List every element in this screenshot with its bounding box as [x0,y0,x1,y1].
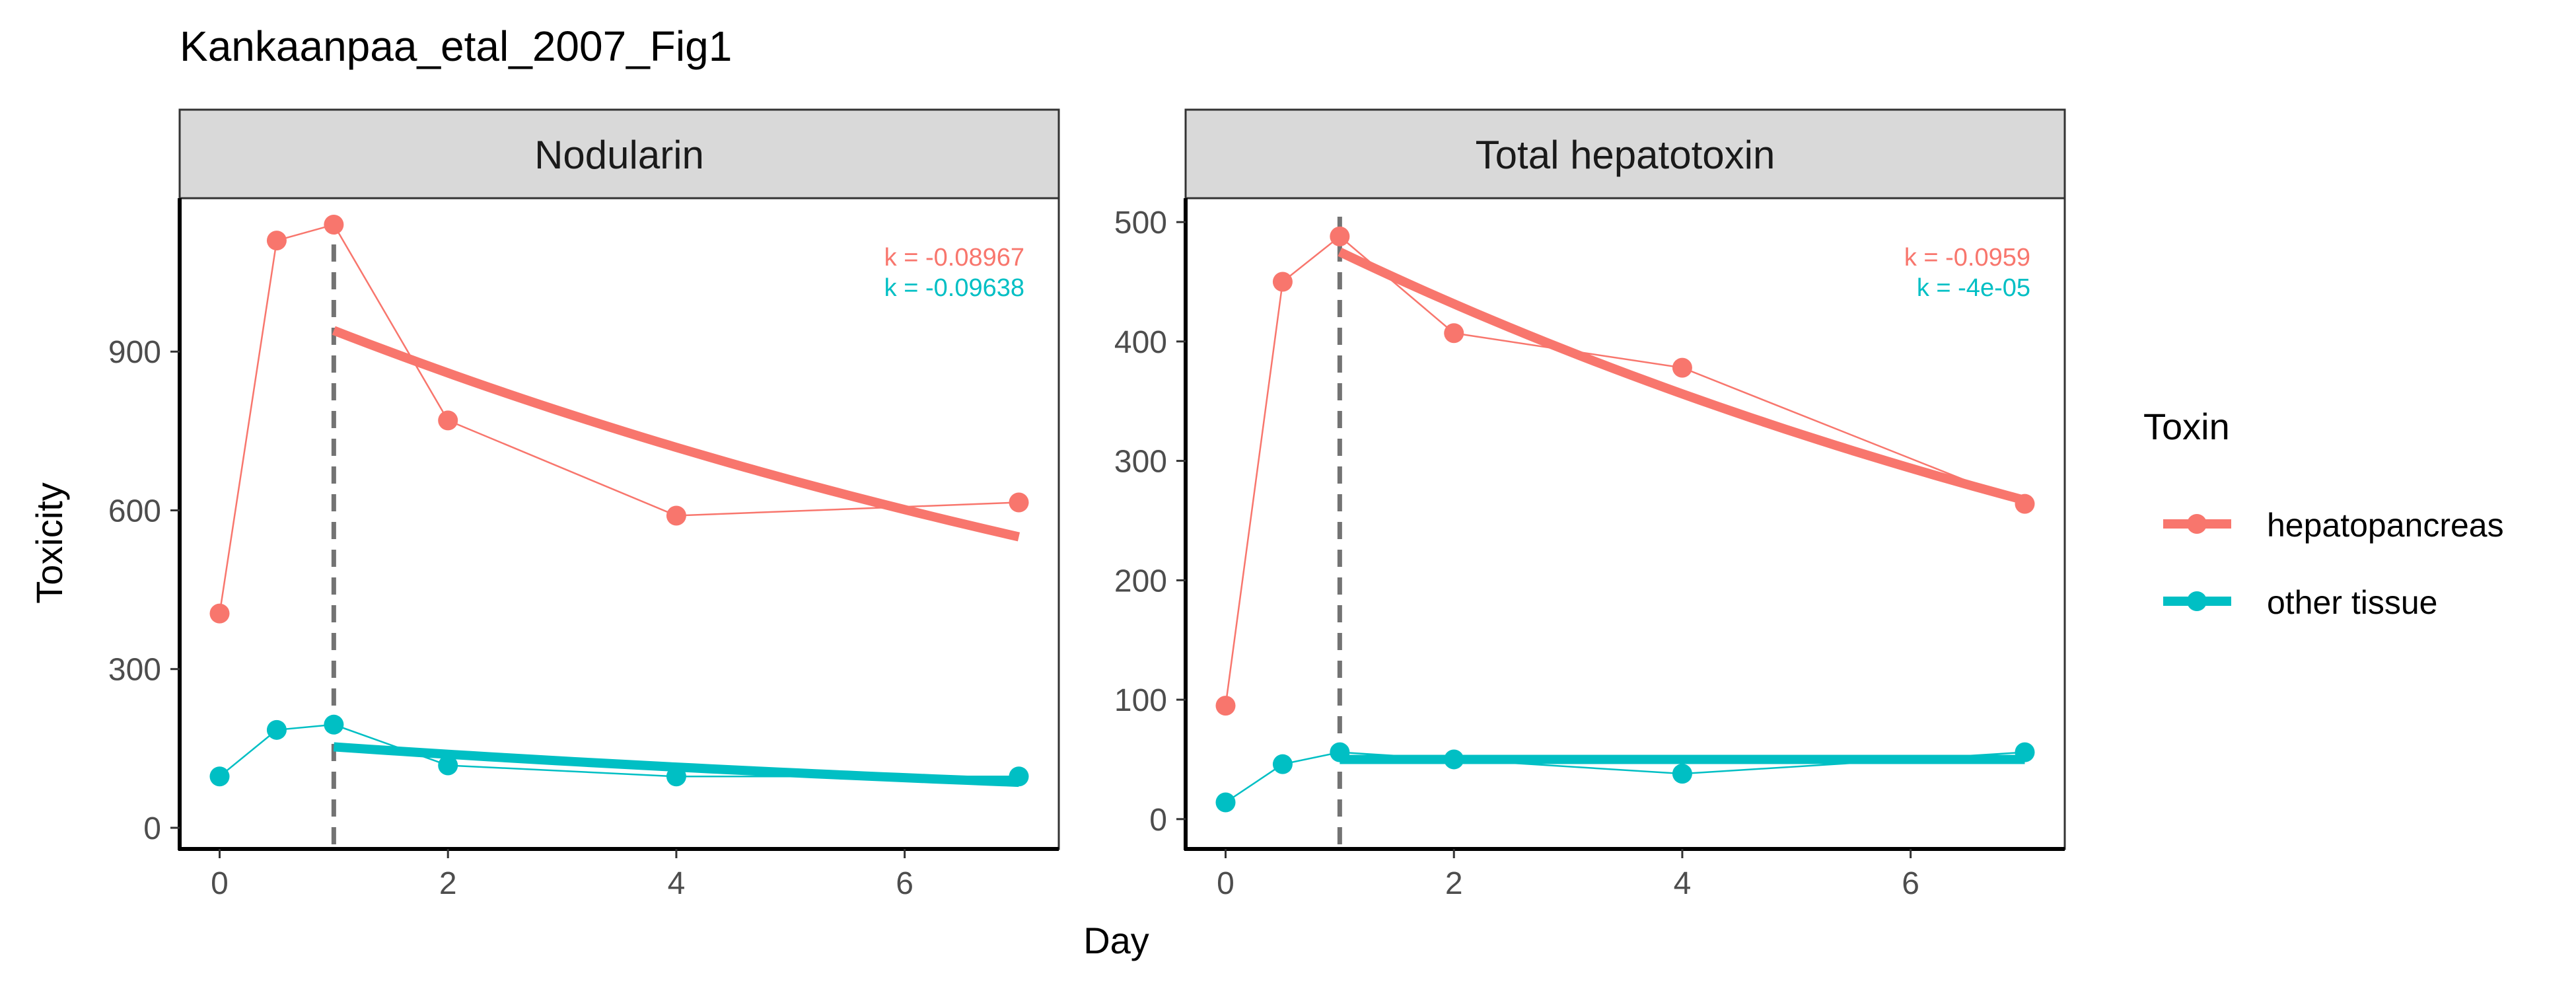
data-point [1215,792,1236,813]
data-point [1272,754,1293,774]
data-point [666,766,686,787]
data-point [1330,742,1350,762]
facet-strip [178,108,1060,200]
data-point [1215,696,1236,716]
x-tick-label: 6 [896,866,913,901]
fit-curve [332,326,1020,542]
series-hepatopancreas [209,215,1029,624]
data-point [1272,272,1293,292]
x-tick-label: 0 [1217,866,1234,901]
data-point [1444,323,1464,344]
data-point [438,410,458,431]
panel-2: Total hepatotoxin 0 100 200 300 400 500 0 2 4 6 k =… [1114,108,2066,901]
legend-label: other tissue [2267,584,2437,621]
legend-title: Toxin [2143,406,2230,447]
legend-entry: other tissue [2163,584,2437,621]
data-line [1225,235,2025,706]
data-line [219,723,1019,778]
series-other-tissue [1215,742,2035,813]
data-line [219,223,1019,614]
data-point [1672,357,1692,378]
data-point [324,714,344,735]
x-tick-label: 4 [668,866,686,901]
legend-key-point [2187,514,2207,534]
data-point [1672,764,1692,784]
y-tick-label: 0 [1149,803,1167,838]
legend-label: hepatopancreas [2267,507,2504,544]
y-tick-label: 400 [1114,325,1167,360]
data-point [1444,749,1464,770]
legend: Toxin hepatopancreas other tissue [2143,406,2504,621]
series-hepatopancreas [1215,226,2035,716]
series-other-tissue [209,714,1029,788]
data-point [209,603,230,624]
x-axis-label: Day [1083,920,1149,961]
legend-key-point [2187,591,2207,611]
legend-entry: hepatopancreas [2163,507,2504,544]
data-point [324,215,344,235]
data-point [438,755,458,776]
data-point [2015,494,2035,514]
data-point [1009,492,1029,513]
y-tick-label: 500 [1114,205,1167,240]
data-point [666,505,686,526]
data-point [1330,226,1350,246]
data-point [2015,742,2035,762]
k-annotation: k = -0.09638 [884,274,1024,302]
k-annotation: k = -0.08967 [884,244,1024,272]
x-tick-label: 2 [439,866,457,901]
x-tick-label: 2 [1445,866,1463,901]
y-tick-label: 900 [108,335,161,370]
data-point [1009,766,1029,787]
facet-strip [1184,108,2066,200]
k-annotation: k = -0.0959 [1904,244,2030,272]
facet-strip-label: Total hepatotoxin [1476,133,1775,177]
facet-strip-label: Nodularin [534,133,704,177]
data-point [266,719,287,740]
data-point [266,231,287,251]
k-annotation: k = -4e-05 [1917,274,2030,302]
y-tick-label: 300 [108,653,161,688]
y-tick-label: 0 [143,811,161,846]
y-tick-label: 300 [1114,445,1167,480]
fit-curve [1338,248,2026,505]
y-tick-label: 200 [1114,564,1167,599]
y-axis-label: Toxicity [28,482,70,604]
y-tick-label: 600 [108,494,161,529]
chart-title: Kankaanpaa_etal_2007_Fig1 [180,22,732,70]
y-tick-label: 100 [1114,683,1167,718]
legend-entries: hepatopancreas other tissue [2163,507,2504,621]
x-tick-label: 6 [1902,866,1919,901]
x-tick-label: 0 [211,866,229,901]
x-tick-label: 4 [1674,866,1692,901]
data-point [209,766,230,787]
